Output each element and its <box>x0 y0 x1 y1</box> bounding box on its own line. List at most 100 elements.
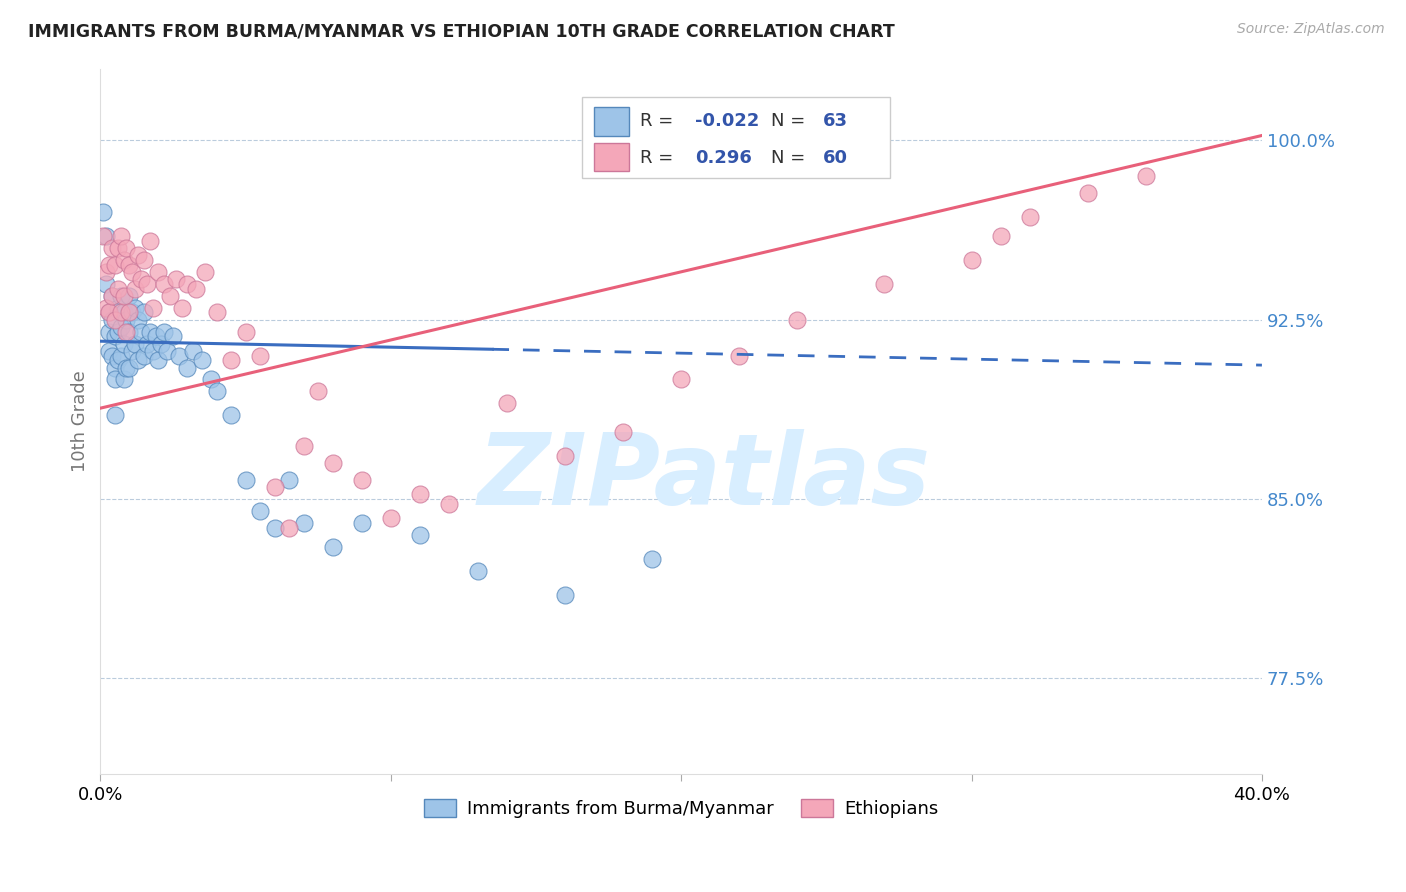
Point <box>104 329 127 343</box>
Point <box>107 241 129 255</box>
Point <box>110 289 132 303</box>
Point <box>873 277 896 291</box>
Point <box>127 248 149 262</box>
Point <box>150 336 173 351</box>
Point <box>138 325 160 339</box>
Point <box>101 289 124 303</box>
Point <box>104 372 127 386</box>
Point <box>132 252 155 267</box>
Point <box>129 325 152 339</box>
Point <box>98 305 121 319</box>
Point <box>200 372 222 386</box>
Point <box>127 312 149 326</box>
Point <box>135 277 157 291</box>
Point <box>118 360 141 375</box>
Point <box>98 305 121 319</box>
Point <box>1018 210 1040 224</box>
Text: 63: 63 <box>823 112 848 130</box>
Point <box>104 312 127 326</box>
Point <box>409 487 432 501</box>
Point <box>135 336 157 351</box>
Point <box>186 282 208 296</box>
Point <box>990 229 1012 244</box>
Point <box>235 325 257 339</box>
Point <box>554 449 576 463</box>
Point <box>496 396 519 410</box>
Point <box>98 325 121 339</box>
Text: 60: 60 <box>823 149 848 167</box>
Y-axis label: 10th Grade: 10th Grade <box>72 370 89 472</box>
Text: -0.022: -0.022 <box>695 112 759 130</box>
Point <box>612 425 634 439</box>
Point <box>127 353 149 368</box>
Point <box>249 349 271 363</box>
Text: R =: R = <box>641 149 685 167</box>
Point <box>176 277 198 291</box>
Text: 0.296: 0.296 <box>695 149 752 167</box>
Point <box>121 265 143 279</box>
Point <box>205 384 228 399</box>
Point <box>235 473 257 487</box>
Point <box>162 329 184 343</box>
Point <box>467 564 489 578</box>
FancyBboxPatch shape <box>582 96 890 178</box>
Point <box>170 301 193 315</box>
Point <box>112 289 135 303</box>
FancyBboxPatch shape <box>593 107 628 136</box>
Point <box>118 258 141 272</box>
Point <box>669 372 692 386</box>
Point <box>96 301 118 315</box>
Point <box>107 282 129 296</box>
Point <box>148 265 170 279</box>
Point <box>118 305 141 319</box>
Point <box>1135 169 1157 183</box>
Point <box>124 282 146 296</box>
Point <box>112 336 135 351</box>
Point <box>249 504 271 518</box>
Text: Source: ZipAtlas.com: Source: ZipAtlas.com <box>1237 22 1385 37</box>
Point <box>110 229 132 244</box>
Point <box>98 343 121 358</box>
Point <box>115 325 138 339</box>
Point <box>112 305 135 319</box>
Text: N =: N = <box>770 149 811 167</box>
Point <box>132 349 155 363</box>
Point <box>118 325 141 339</box>
Point <box>104 360 127 375</box>
Point <box>205 305 228 319</box>
FancyBboxPatch shape <box>593 143 628 171</box>
Point <box>194 265 217 279</box>
Point <box>167 349 190 363</box>
Point <box>110 349 132 363</box>
Point <box>96 277 118 291</box>
Point <box>292 516 315 530</box>
Point <box>142 343 165 358</box>
Point <box>101 312 124 326</box>
Point <box>380 511 402 525</box>
Point <box>148 353 170 368</box>
Point <box>1077 186 1099 200</box>
Point <box>101 241 124 255</box>
Point <box>153 325 176 339</box>
Text: R =: R = <box>641 112 679 130</box>
Text: IMMIGRANTS FROM BURMA/MYANMAR VS ETHIOPIAN 10TH GRADE CORRELATION CHART: IMMIGRANTS FROM BURMA/MYANMAR VS ETHIOPI… <box>28 22 894 40</box>
Point <box>107 325 129 339</box>
Point <box>110 319 132 334</box>
Text: N =: N = <box>770 112 811 130</box>
Point <box>219 353 242 368</box>
Point <box>110 305 132 319</box>
Point <box>153 277 176 291</box>
Point <box>554 588 576 602</box>
Point <box>129 272 152 286</box>
Point <box>112 372 135 386</box>
Point <box>181 343 204 358</box>
Point <box>112 252 135 267</box>
Point <box>124 336 146 351</box>
Point <box>115 241 138 255</box>
Point <box>121 305 143 319</box>
Point <box>132 305 155 319</box>
Point <box>176 360 198 375</box>
Point <box>350 516 373 530</box>
Point <box>278 473 301 487</box>
Point <box>728 349 751 363</box>
